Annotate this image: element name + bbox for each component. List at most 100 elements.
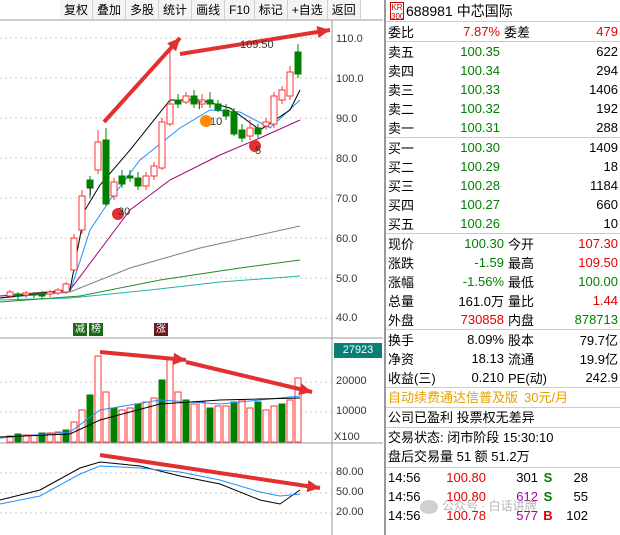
candle-body <box>30 293 38 296</box>
subscription-promo[interactable]: 自动续费通达信普及版 30元/月 <box>386 387 620 407</box>
stat-label: 现价 <box>388 237 415 252</box>
tick-count: 55 <box>573 489 588 504</box>
fund-value: 19.9亿 <box>579 352 618 367</box>
bid-label: 买二 <box>388 160 415 175</box>
bid-volume: 1409 <box>589 140 618 155</box>
candle-body <box>222 109 230 117</box>
bid-level-row[interactable]: 买五 100.26 10 <box>386 214 620 233</box>
candle-body <box>142 175 150 187</box>
stat-label: 涨幅 <box>388 275 415 290</box>
candle-body <box>262 121 270 127</box>
toolbar-button-mark[interactable]: 标记 <box>255 0 288 20</box>
order-ratio-row: 委比 7.87% 委差 479 <box>386 22 620 41</box>
ma-marker-5: 5 <box>255 145 262 157</box>
candle-body <box>254 127 262 135</box>
candle-body <box>158 121 166 169</box>
volume-bar <box>238 399 246 443</box>
bid-level-row[interactable]: 买四 100.27 660 <box>386 195 620 214</box>
volume-bar <box>262 409 270 443</box>
ask-price: 100.34 <box>460 63 500 78</box>
toolbar-button-draw-line[interactable]: 画线 <box>192 0 226 20</box>
candlestick-chart[interactable] <box>0 0 383 535</box>
chart-area[interactable]: 复权 叠加 多股 统计 画线 F10 标记 +自选 返回 110.0 100.0… <box>0 0 383 535</box>
bid-price: 100.26 <box>460 216 500 231</box>
bid-level-row[interactable]: 买一 100.30 1409 <box>386 138 620 157</box>
oscillator-arrow-head <box>306 480 320 493</box>
tick-volume: 612 <box>516 489 538 504</box>
candle-body <box>230 111 238 135</box>
stat-value: 109.50 <box>578 255 618 270</box>
price-axis-label: 110.0 <box>336 33 363 45</box>
fund-label: 净资 <box>388 352 415 367</box>
ask-level-row[interactable]: 卖三 100.33 1406 <box>386 80 620 99</box>
toolbar-button-statistics[interactable]: 统计 <box>159 0 193 20</box>
volume-bar <box>126 407 134 443</box>
tag-reduce[interactable]: 减 <box>73 323 87 336</box>
bid-volume: 660 <box>596 197 618 212</box>
stat-value: 878713 <box>574 312 618 327</box>
tick-row[interactable]: 14:56 100.78 577 B 102 <box>386 506 620 525</box>
volume-axis-label: 10000 <box>336 405 367 417</box>
volume-bar <box>22 434 30 443</box>
stat-label: 总量 <box>388 294 415 309</box>
toolbar-button-f10[interactable]: F10 <box>225 0 255 20</box>
ask-price: 100.31 <box>460 120 500 135</box>
fund-value: 242.9 <box>585 370 618 385</box>
stat-value: 730858 <box>460 312 504 327</box>
ask-level-row[interactable]: 卖一 100.31 288 <box>386 118 620 137</box>
stat-label: 最高 <box>508 256 535 271</box>
volume-arrow <box>99 350 187 362</box>
tag-rise[interactable]: 涨 <box>154 323 168 336</box>
bid-price: 100.29 <box>460 159 500 174</box>
oscillator-line-k <box>0 461 301 505</box>
candle-body <box>166 103 174 125</box>
bid-level-row[interactable]: 买三 100.28 1184 <box>386 176 620 195</box>
oscillator-line-d <box>0 465 301 505</box>
candle-body <box>278 89 286 101</box>
fund-row-eps: 收益(三) 0.210 PE(动) 242.9 <box>386 368 620 387</box>
toolbar-button-back[interactable]: 返回 <box>328 0 361 20</box>
fund-value: 0.210 <box>471 370 504 385</box>
ask-volume: 294 <box>596 63 618 78</box>
ask-level-row[interactable]: 卖四 100.34 294 <box>386 61 620 80</box>
toolbar-button-add-watchlist[interactable]: +自选 <box>288 0 328 20</box>
fund-label: 换手 <box>388 333 415 348</box>
ask-level-row[interactable]: 卖二 100.32 192 <box>386 99 620 118</box>
volume-bar <box>54 431 62 443</box>
fund-value: 18.13 <box>471 351 504 366</box>
volume-bar <box>230 401 238 443</box>
volume-bar <box>286 399 294 443</box>
candle-body <box>62 283 70 293</box>
volume-bar <box>78 409 86 443</box>
toolbar-button-multi-stock[interactable]: 多股 <box>126 0 160 20</box>
volume-bar <box>118 409 126 443</box>
tick-row[interactable]: 14:56 100.80 301 S 28 <box>386 468 620 487</box>
bid-price: 100.27 <box>460 197 500 212</box>
toolbar-button-overlay[interactable]: 叠加 <box>93 0 127 20</box>
tick-time: 14:56 <box>388 508 421 523</box>
bid-level-row[interactable]: 买二 100.29 18 <box>386 157 620 176</box>
price-axis-label: 40.0 <box>336 312 358 324</box>
bid-volume: 18 <box>603 159 618 174</box>
ask-volume: 192 <box>596 101 618 116</box>
ask-label: 卖四 <box>388 64 415 79</box>
trade-status: 交易状态: 闭市阶段 15:30:10 <box>386 427 620 447</box>
candle-body <box>134 177 142 187</box>
volume-arrow-head <box>172 352 186 365</box>
fund-label: 流通 <box>508 352 535 367</box>
stat-row-outer: 外盘 730858 内盘 878713 <box>386 310 620 329</box>
volume-bar <box>110 407 118 443</box>
ask-label: 卖三 <box>388 83 415 98</box>
volume-bar <box>158 379 166 443</box>
stat-label: 外盘 <box>388 313 415 328</box>
ma5-line <box>0 89 301 299</box>
volume-bar <box>206 407 214 443</box>
tick-row[interactable]: 14:56 100.80 612 S 55 <box>386 487 620 506</box>
candle-body <box>38 292 46 297</box>
ask-price: 100.35 <box>460 44 500 59</box>
tag-ranking[interactable]: 榜 <box>89 323 103 336</box>
ask-level-row[interactable]: 卖五 100.35 622 <box>386 42 620 61</box>
toolbar-button-fuquan[interactable]: 复权 <box>60 0 94 20</box>
ask-volume: 288 <box>596 120 618 135</box>
volume-bar <box>254 401 262 443</box>
